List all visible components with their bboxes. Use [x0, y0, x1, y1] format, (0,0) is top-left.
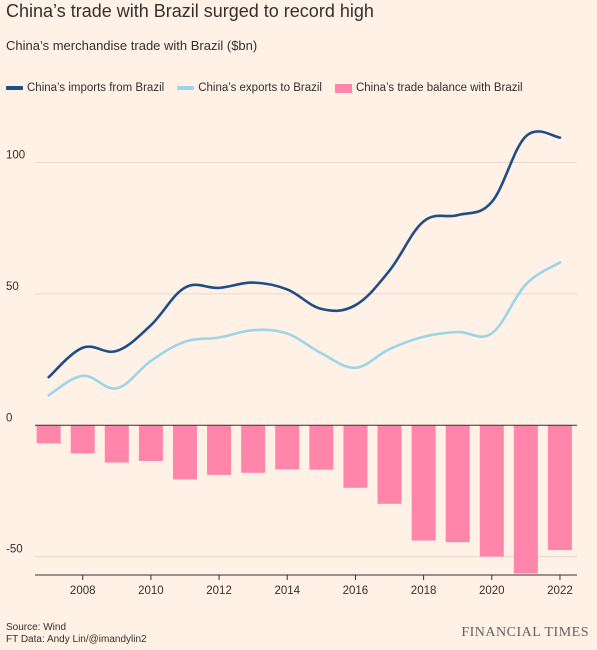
bar-balance-2007	[36, 425, 61, 444]
x-tick-label: 2016	[343, 585, 369, 597]
bar-balance-2013	[241, 425, 266, 473]
bar-balance-2012	[207, 425, 232, 475]
bar-balance-2018	[411, 425, 436, 541]
x-tick-label: 2010	[138, 585, 164, 597]
label-layer: -50 0 50 100 2008 2010 2012 2014 2016 2018 2020 202…	[6, 150, 573, 597]
line-imports	[47, 130, 562, 379]
bar-balance-2015	[309, 425, 334, 470]
brand-logo: FINANCIAL TIMES	[461, 625, 589, 640]
y-tick-label: -50	[6, 544, 23, 556]
source-note: Source: Wind	[6, 622, 67, 633]
x-tick-label: 2022	[547, 585, 573, 597]
y-tick-label: 0	[6, 412, 12, 424]
bar-balance-2016	[343, 425, 368, 488]
axis-layer	[35, 424, 577, 580]
bar-balance-2009	[104, 425, 129, 463]
legend-item-imports: China’s imports from Brazil	[6, 82, 164, 94]
x-tick-label: 2012	[206, 585, 232, 597]
y-tick-label: 50	[6, 281, 19, 293]
legend-label-imports: China’s imports from Brazil	[27, 82, 165, 94]
x-tick-label: 2014	[274, 585, 300, 597]
bar-balance-2011	[172, 425, 197, 480]
bar-balance-2010	[138, 425, 163, 461]
bar-balance-2021	[513, 425, 538, 574]
y-tick-label: 100	[6, 150, 25, 162]
x-tick-label: 2020	[479, 585, 505, 597]
legend-label-exports: China’s exports to Brazil	[198, 82, 322, 94]
legend-swatch-imports	[6, 86, 23, 90]
legend-label-balance: China’s trade balance with Brazil	[355, 82, 523, 94]
legend-item-exports: China’s exports to Brazil	[177, 82, 322, 94]
legend-swatch-balance	[334, 83, 352, 93]
chart-title: China’s trade with Brazil surged to reco…	[6, 1, 374, 21]
bar-balance-2008	[70, 425, 95, 454]
x-tick-label: 2018	[411, 585, 437, 597]
legend: China’s imports from Brazil China’s expo…	[6, 80, 536, 96]
legend-item-balance: China’s trade balance with Brazil	[334, 82, 523, 94]
footer: Source: Wind FT Data: Andy Lin/@imandyli…	[6, 622, 147, 646]
bar-balance-2014	[275, 425, 300, 470]
credit-note: FT Data: Andy Lin/@imandylin2	[6, 634, 147, 645]
x-tick-label: 2008	[70, 585, 96, 597]
bar-balance-2022	[547, 425, 572, 551]
legend-swatch-exports	[177, 86, 195, 90]
line-exports	[47, 261, 562, 397]
bar-balance-2019	[445, 425, 470, 543]
chart-subtitle: China’s merchandise trade with Brazil ($…	[6, 38, 258, 53]
line-layer	[47, 130, 562, 397]
bar-balance-2020	[479, 425, 504, 557]
bar-balance-2017	[377, 425, 402, 504]
bar-layer	[36, 425, 572, 574]
